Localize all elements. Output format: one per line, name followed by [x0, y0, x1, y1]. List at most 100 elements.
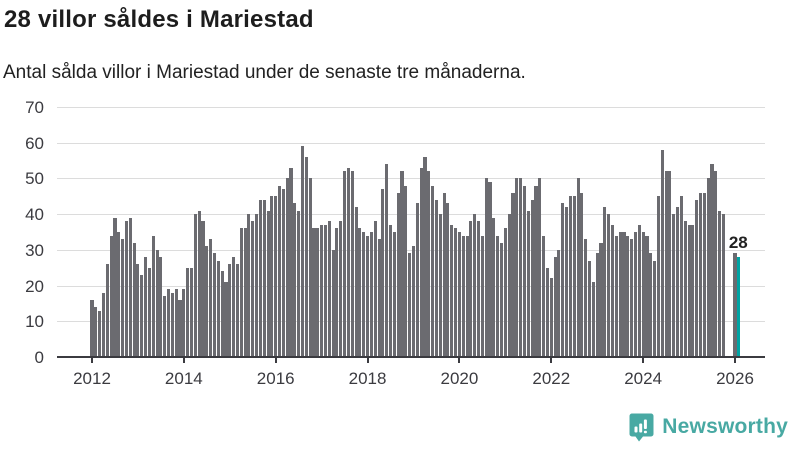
- bar: [526, 210, 530, 357]
- bar: [572, 196, 576, 357]
- bar: [568, 196, 572, 357]
- gridline: [57, 249, 765, 251]
- brand-footer[interactable]: Newsworthy: [629, 412, 788, 442]
- x-axis-tick-label: 2012: [73, 369, 111, 388]
- bar: [465, 235, 469, 357]
- bar: [98, 310, 102, 357]
- bar: [599, 242, 603, 357]
- gridline: [57, 214, 765, 216]
- bar: [549, 278, 553, 357]
- bar: [618, 232, 622, 357]
- bar: [438, 214, 442, 357]
- bar: [595, 253, 599, 357]
- x-axis-tick-label: 2024: [624, 369, 663, 388]
- bar: [373, 221, 377, 357]
- bar: [721, 214, 726, 357]
- x-axis-tick: [458, 358, 461, 363]
- bar: [419, 167, 423, 357]
- bar: [672, 214, 676, 357]
- bar: [656, 196, 660, 357]
- bar: [687, 224, 691, 357]
- bar: [457, 232, 461, 357]
- bar: [320, 224, 324, 357]
- y-axis-tick-label: 60: [25, 133, 44, 153]
- bar: [469, 221, 473, 357]
- bar: [247, 214, 251, 357]
- bar: [614, 235, 618, 357]
- y-axis-tick-label: 50: [25, 169, 44, 189]
- last-value-label: 28: [728, 233, 748, 252]
- bar: [553, 257, 557, 357]
- bar: [683, 221, 687, 357]
- bar: [277, 185, 282, 357]
- bar: [147, 267, 151, 357]
- bar: [124, 221, 128, 357]
- bar: [702, 192, 706, 357]
- bar: [350, 171, 354, 357]
- bar: [209, 239, 213, 357]
- bar: [243, 228, 247, 357]
- bar: [400, 171, 404, 357]
- bar: [323, 224, 327, 357]
- bar: [235, 264, 239, 357]
- bar: [699, 192, 703, 357]
- bar: [109, 235, 113, 357]
- x-axis-tick: [274, 358, 277, 363]
- bar: [580, 192, 584, 357]
- bar: [530, 199, 534, 357]
- bar: [591, 282, 595, 357]
- bar: [431, 185, 435, 357]
- bar: [262, 199, 266, 357]
- y-axis-tick-label: 20: [25, 276, 44, 296]
- bar: [484, 178, 488, 357]
- bar: [178, 299, 182, 357]
- bar: [515, 178, 519, 357]
- bar: [503, 228, 507, 357]
- bar: [270, 196, 274, 357]
- bar: [239, 228, 243, 357]
- bar: [101, 292, 106, 357]
- bar: [423, 157, 427, 357]
- gridline: [57, 142, 765, 144]
- bar: [105, 264, 109, 357]
- bar: [300, 146, 305, 357]
- bar: [603, 207, 607, 357]
- bar: [434, 199, 438, 357]
- highlighted-bar: [737, 257, 741, 357]
- bar: [186, 267, 190, 357]
- newsworthy-logo-icon: [629, 413, 654, 441]
- bar: [710, 164, 714, 357]
- bar: [653, 260, 657, 357]
- bar: [473, 214, 477, 357]
- bar: [362, 232, 366, 357]
- bar: [274, 196, 278, 357]
- x-axis-tick-label: 2014: [164, 369, 203, 388]
- bar: [136, 264, 140, 357]
- x-axis-line: [57, 356, 765, 358]
- bar: [281, 189, 285, 357]
- bar: [396, 192, 400, 357]
- bar: [117, 232, 121, 357]
- bar: [588, 260, 592, 357]
- bar: [561, 203, 565, 357]
- bar: [630, 239, 634, 357]
- bar: [182, 289, 186, 357]
- bar: [159, 257, 163, 357]
- bar: [339, 221, 343, 357]
- bar: [461, 235, 465, 357]
- bar: [232, 257, 236, 357]
- bar: [94, 307, 98, 357]
- bar: [633, 232, 638, 357]
- bar: [622, 232, 626, 357]
- bar: [155, 249, 159, 357]
- bar: [331, 249, 335, 357]
- bar: [366, 235, 370, 357]
- bar: [522, 185, 527, 357]
- bar: [477, 221, 481, 357]
- bar: [660, 149, 664, 357]
- bar: [388, 224, 393, 357]
- y-axis-tick-label: 10: [25, 312, 44, 332]
- bar: [695, 199, 699, 357]
- bar: [197, 210, 201, 357]
- bar: [679, 196, 683, 357]
